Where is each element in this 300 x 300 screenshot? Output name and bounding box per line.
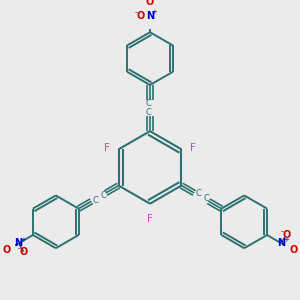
Text: +: + <box>152 9 158 15</box>
Text: +: + <box>20 237 26 243</box>
Text: O: O <box>20 247 28 257</box>
Text: -: - <box>281 227 284 236</box>
Text: -: - <box>135 8 137 17</box>
Text: O: O <box>2 245 11 255</box>
Text: C: C <box>100 191 106 200</box>
Text: N: N <box>277 238 285 248</box>
Text: C: C <box>203 194 209 203</box>
Text: C: C <box>146 99 152 108</box>
Text: -: - <box>18 244 21 253</box>
Text: C: C <box>146 108 152 117</box>
Text: F: F <box>147 214 153 224</box>
Text: O: O <box>290 245 298 255</box>
Text: O: O <box>136 11 144 21</box>
Text: F: F <box>190 142 196 153</box>
Text: N: N <box>15 238 23 248</box>
Text: F: F <box>103 142 109 153</box>
Text: O: O <box>282 230 290 240</box>
Text: C: C <box>195 189 201 198</box>
Text: +: + <box>283 237 289 243</box>
Text: C: C <box>92 196 98 205</box>
Text: O: O <box>146 0 154 7</box>
Text: N: N <box>146 11 154 21</box>
